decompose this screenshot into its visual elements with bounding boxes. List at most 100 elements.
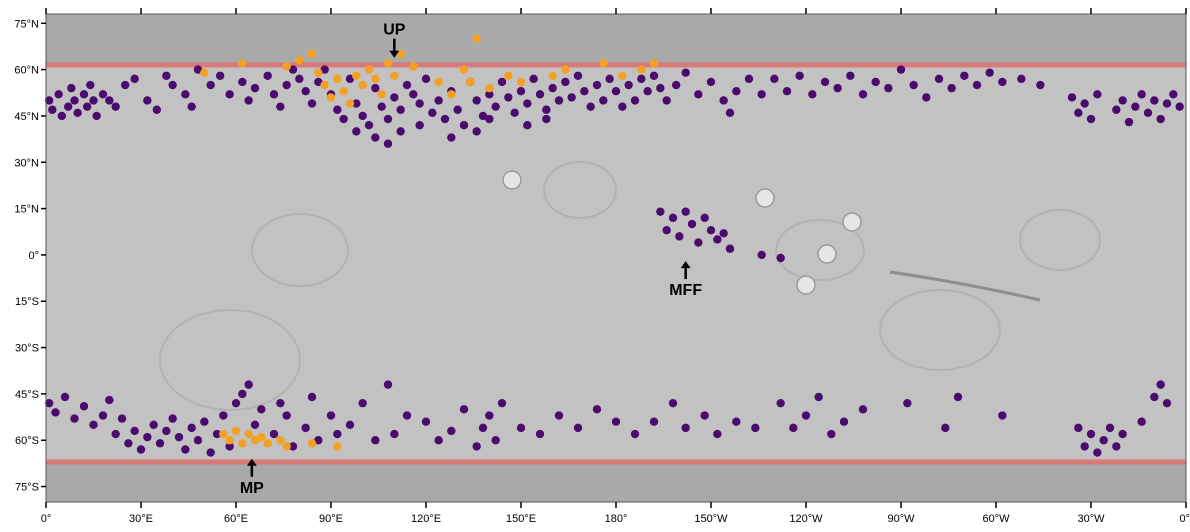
purple-point [668, 398, 678, 408]
purple-point [789, 423, 798, 433]
annotations: UP MFF MP [240, 22, 702, 497]
purple-point [1131, 102, 1140, 111]
purple-point [1162, 99, 1172, 108]
purple-point [187, 102, 196, 111]
orange-point [238, 439, 247, 448]
arrow-head-icon [680, 261, 691, 269]
purple-point [124, 439, 133, 448]
purple-point [333, 105, 342, 114]
purple-point [326, 411, 336, 420]
purple-point [162, 71, 171, 80]
lon-tick-label: 30°W [1077, 513, 1105, 525]
purple-point [770, 74, 779, 84]
purple-point [934, 74, 944, 84]
purple-point [396, 105, 405, 114]
purple-point [1150, 96, 1159, 105]
purple-point [827, 429, 836, 439]
purple-point [371, 83, 380, 93]
purple-point [472, 442, 481, 451]
lon-tick-label: 30°E [129, 513, 153, 525]
purple-point [339, 114, 348, 124]
purple-point [358, 398, 367, 408]
purple-point [1143, 108, 1153, 118]
purple-point [421, 417, 431, 426]
purple-point [630, 96, 640, 105]
purple-point [181, 90, 190, 99]
purple-point [149, 420, 158, 429]
purple-point [48, 105, 57, 114]
purple-point [244, 96, 253, 105]
purple-point [459, 405, 469, 414]
purple-point [307, 99, 317, 108]
purple-point [567, 93, 576, 102]
purple-point [434, 436, 443, 445]
purple-point [1086, 429, 1096, 439]
lat-tick-label: 60°N [14, 65, 39, 77]
volcano-feature [755, 188, 775, 208]
purple-point [719, 229, 728, 238]
orange-point [358, 80, 367, 90]
purple-point [238, 389, 247, 399]
orange-point [377, 90, 386, 99]
purple-point [523, 120, 532, 130]
purple-point [485, 411, 494, 420]
purple-point [44, 398, 54, 408]
lon-tick-label: 180° [605, 513, 628, 525]
purple-point [795, 71, 804, 80]
purple-point [143, 96, 152, 105]
purple-point [814, 392, 823, 402]
purple-point [301, 423, 310, 433]
purple-point [174, 432, 184, 442]
annotation-up: UP [383, 22, 406, 58]
purple-point [105, 96, 114, 105]
purple-point [314, 77, 323, 87]
orange-point [326, 93, 336, 102]
purple-point [554, 96, 564, 105]
purple-point [1150, 392, 1159, 402]
purple-point [1162, 398, 1172, 408]
purple-point [687, 219, 697, 229]
lat-tick-label: 75°N [14, 18, 39, 30]
purple-point [288, 65, 298, 74]
orange-point [548, 71, 557, 80]
purple-point [592, 80, 602, 90]
orange-point [339, 87, 348, 96]
latitude-lines [46, 62, 1186, 465]
purple-point [79, 402, 89, 411]
purple-point [586, 102, 595, 111]
purple-point [1112, 442, 1121, 451]
purple-point [700, 213, 709, 223]
terrain-feature [1019, 209, 1101, 271]
purple-point [960, 71, 969, 80]
purple-point [643, 87, 652, 96]
purple-point [668, 213, 678, 223]
purple-point [732, 417, 741, 426]
orange-point [263, 439, 272, 448]
purple-point [947, 83, 956, 93]
orange-point [250, 436, 260, 445]
purple-point [276, 102, 285, 111]
purple-point [434, 96, 443, 105]
purple-point [428, 108, 437, 118]
purple-point [725, 108, 735, 118]
purple-point [276, 398, 285, 408]
purple-point [1067, 93, 1077, 102]
orange-point [599, 59, 608, 68]
orange-point [244, 429, 253, 439]
purple-point [535, 429, 545, 439]
purple-point [656, 83, 665, 93]
purple-point [200, 417, 209, 426]
lon-tick-label: 150°E [506, 513, 536, 525]
annotation-mp: MP [240, 458, 264, 497]
purple-point [60, 392, 70, 402]
purple-point [472, 96, 481, 105]
purple-point [143, 432, 152, 442]
purple-point [1137, 417, 1146, 426]
purple-point [485, 90, 494, 99]
arrow-head-icon [389, 50, 400, 58]
purple-point [776, 398, 785, 408]
orange-point [561, 65, 570, 74]
purple-point [1080, 442, 1089, 451]
purple-point [105, 395, 114, 405]
purple-point [345, 420, 355, 429]
